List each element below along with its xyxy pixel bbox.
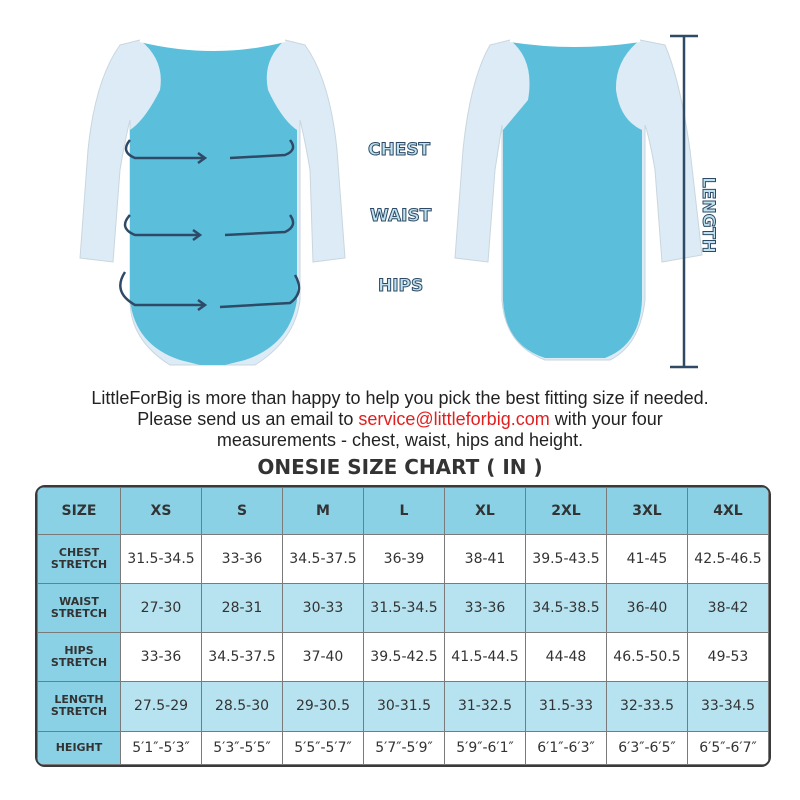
row-label: HEIGHT <box>37 730 121 765</box>
table-cell: 33-36 <box>444 583 526 634</box>
chart-title: ONESIE SIZE CHART ( IN ) <box>257 455 543 479</box>
table-cell: 30-31.5 <box>363 681 445 732</box>
table-cell: 28-31 <box>201 583 283 634</box>
table-row-waist: WAIST STRETCH 27-30 28-31 30-33 31.5-34.5 33-3… <box>37 583 769 634</box>
table-cell: 31-32.5 <box>444 681 526 732</box>
row-label-line2: STRETCH <box>50 607 108 621</box>
row-label: CHEST STRETCH <box>37 533 121 585</box>
table-cell: 30-33 <box>282 583 364 634</box>
table-cell: 27.5-29 <box>120 681 202 732</box>
table-cell: 33-34.5 <box>687 681 769 732</box>
header-size-4xl: 4XL <box>687 487 769 535</box>
onesie-front-image <box>79 38 346 366</box>
table-cell: 31.5-33 <box>525 681 607 732</box>
row-label-line2: STRETCH <box>50 705 108 719</box>
email-link[interactable]: service@littleforbig.com <box>358 409 550 429</box>
table-cell: 36-39 <box>363 533 445 585</box>
header-size-s: S <box>201 487 283 535</box>
table-cell: 44-48 <box>525 632 607 683</box>
table-cell: 36-40 <box>606 583 688 634</box>
header-size-xl: XL <box>444 487 526 535</box>
size-table: SIZE XS S M L XL 2XL 3XL 4XL CHEST STRETCH 31.5-34… <box>35 485 771 767</box>
row-label-line1: WAIST <box>59 595 99 609</box>
header-size-l: L <box>363 487 445 535</box>
table-cell: 39.5-42.5 <box>363 632 445 683</box>
table-cell: 41.5-44.5 <box>444 632 526 683</box>
row-label-line1: CHEST <box>58 546 100 560</box>
table-cell: 28.5-30 <box>201 681 283 732</box>
table-cell: 6′1″-6′3″ <box>525 730 607 765</box>
table-row-height: HEIGHT 5′1″-5′3″ 5′3″-5′5″ 5′5″-5′7″ 5′7″-5′… <box>37 730 769 765</box>
intro-text: LittleForBig is more than happy to help … <box>40 388 760 451</box>
table-header-row: SIZE XS S M L XL 2XL 3XL 4XL <box>37 487 769 535</box>
row-label-line2: STRETCH <box>50 656 108 670</box>
header-size-3xl: 3XL <box>606 487 688 535</box>
header-size-xs: XS <box>120 487 202 535</box>
table-cell: 31.5-34.5 <box>120 533 202 585</box>
table-cell: 34.5-37.5 <box>282 533 364 585</box>
table-cell: 49-53 <box>687 632 769 683</box>
row-label-line1: LENGTH <box>54 693 104 707</box>
table-cell: 42.5-46.5 <box>687 533 769 585</box>
intro-line-1: LittleForBig is more than happy to help … <box>91 388 709 408</box>
header-size-m: M <box>282 487 364 535</box>
table-cell: 39.5-43.5 <box>525 533 607 585</box>
hips-label: HIPS <box>377 276 424 297</box>
length-label: LENGTH <box>698 176 719 254</box>
table-cell: 41-45 <box>606 533 688 585</box>
table-cell: 37-40 <box>282 632 364 683</box>
table-cell: 5′1″-5′3″ <box>120 730 202 765</box>
row-label: WAIST STRETCH <box>37 583 121 634</box>
table-cell: 38-42 <box>687 583 769 634</box>
waist-label: WAIST <box>369 206 432 227</box>
intro-line-2-post: with your four <box>549 409 663 429</box>
row-label-line1: HIPS <box>64 644 94 658</box>
table-row-length: LENGTH STRETCH 27.5-29 28.5-30 29-30.5 30-31.… <box>37 681 769 732</box>
onesie-illustration <box>79 34 703 369</box>
table-cell: 6′5″-6′7″ <box>687 730 769 765</box>
table-cell: 38-41 <box>444 533 526 585</box>
table-cell: 33-36 <box>201 533 283 585</box>
row-label: HIPS STRETCH <box>37 632 121 683</box>
table-row-chest: CHEST STRETCH 31.5-34.5 33-36 34.5-37.5 36-39… <box>37 533 769 585</box>
chest-label: CHEST <box>367 140 431 161</box>
table-row-hips: HIPS STRETCH 33-36 34.5-37.5 37-40 39.5-42.5 4… <box>37 632 769 683</box>
chest-arrows <box>119 139 301 312</box>
onesie-back-image <box>454 34 703 369</box>
header-size: SIZE <box>37 487 121 535</box>
table-cell: 5′5″-5′7″ <box>282 730 364 765</box>
table-cell: 29-30.5 <box>282 681 364 732</box>
table-cell: 34.5-38.5 <box>525 583 607 634</box>
intro-line-2-pre: Please send us an email to <box>137 409 359 429</box>
table-cell: 34.5-37.5 <box>201 632 283 683</box>
header-size-2xl: 2XL <box>525 487 607 535</box>
table-cell: 46.5-50.5 <box>606 632 688 683</box>
table-cell: 27-30 <box>120 583 202 634</box>
row-label-line2: STRETCH <box>50 558 108 572</box>
table-cell: 5′3″-5′5″ <box>201 730 283 765</box>
intro-line-2: Please send us an email to service@littl… <box>40 409 760 430</box>
row-label: LENGTH STRETCH <box>37 681 121 732</box>
table-cell: 5′7″-5′9″ <box>363 730 445 765</box>
table-cell: 32-33.5 <box>606 681 688 732</box>
table-cell: 5′9″-6′1″ <box>444 730 526 765</box>
table-cell: 33-36 <box>120 632 202 683</box>
intro-line-3: measurements - chest, waist, hips and he… <box>216 430 584 450</box>
table-cell: 31.5-34.5 <box>363 583 445 634</box>
table-cell: 6′3″-6′5″ <box>606 730 688 765</box>
row-label-line1: HEIGHT <box>55 740 103 754</box>
length-measure-line <box>670 34 698 369</box>
